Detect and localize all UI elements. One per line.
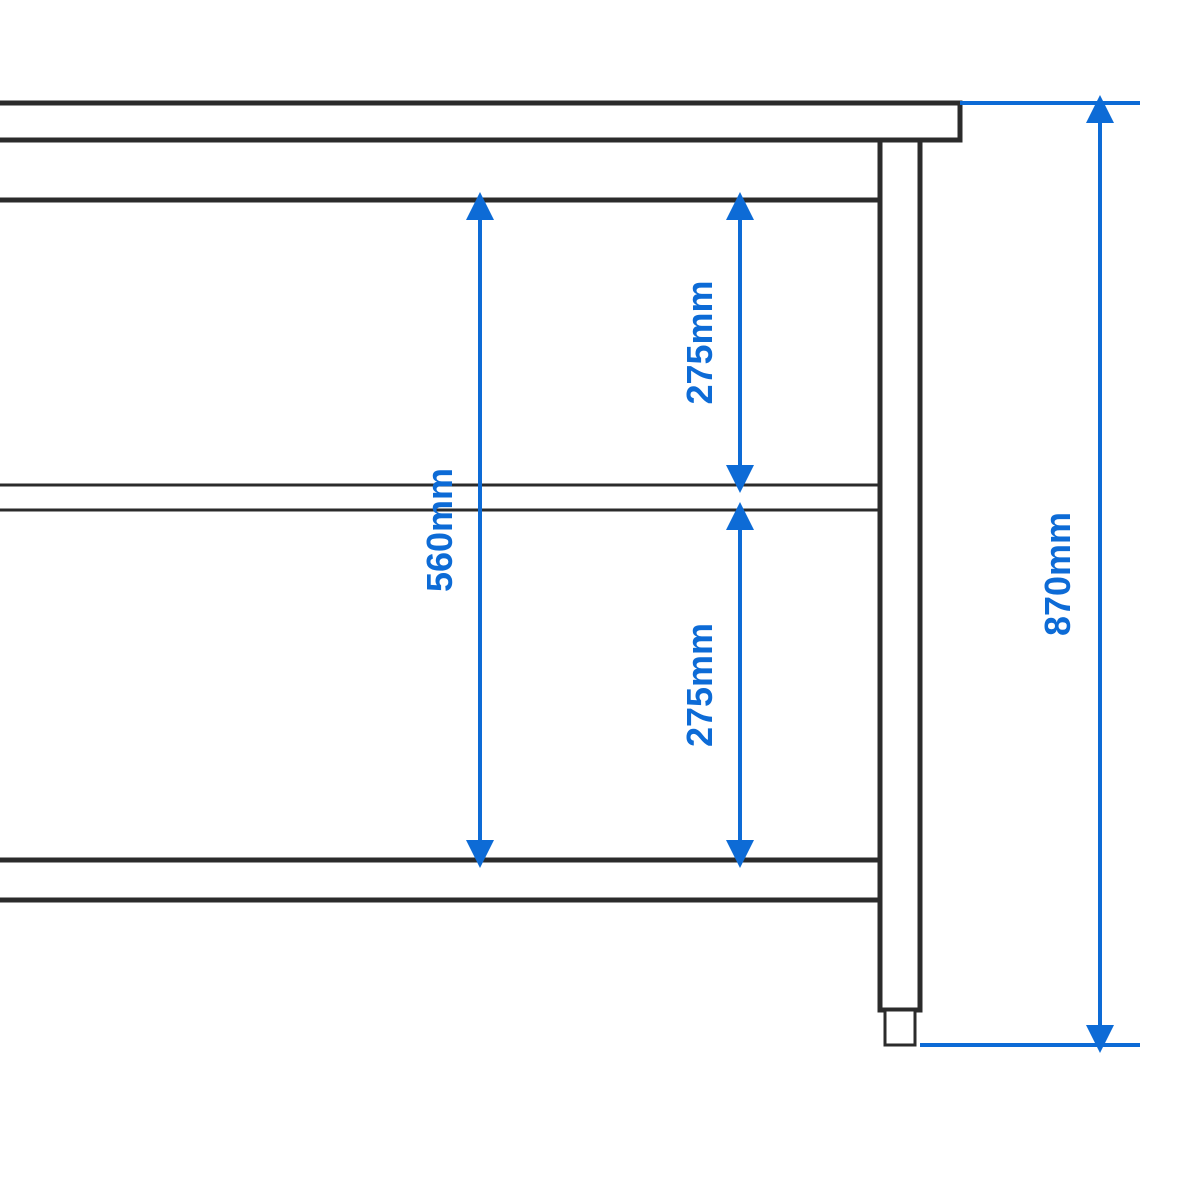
foot-adjuster	[885, 1010, 915, 1045]
leg-right	[880, 140, 920, 1010]
table-top	[0, 103, 960, 140]
dim-label-275-lower: 275mm	[679, 623, 720, 747]
apron	[0, 140, 880, 200]
dim-label-870: 870mm	[1037, 512, 1078, 636]
dim-label-275-upper: 275mm	[679, 280, 720, 404]
dimension-annotations: 560mm 275mm 275mm 870mm	[419, 103, 1140, 1045]
bottom-shelf	[0, 860, 880, 900]
dim-label-560: 560mm	[419, 468, 460, 592]
dimension-diagram: 560mm 275mm 275mm 870mm	[0, 0, 1200, 1200]
